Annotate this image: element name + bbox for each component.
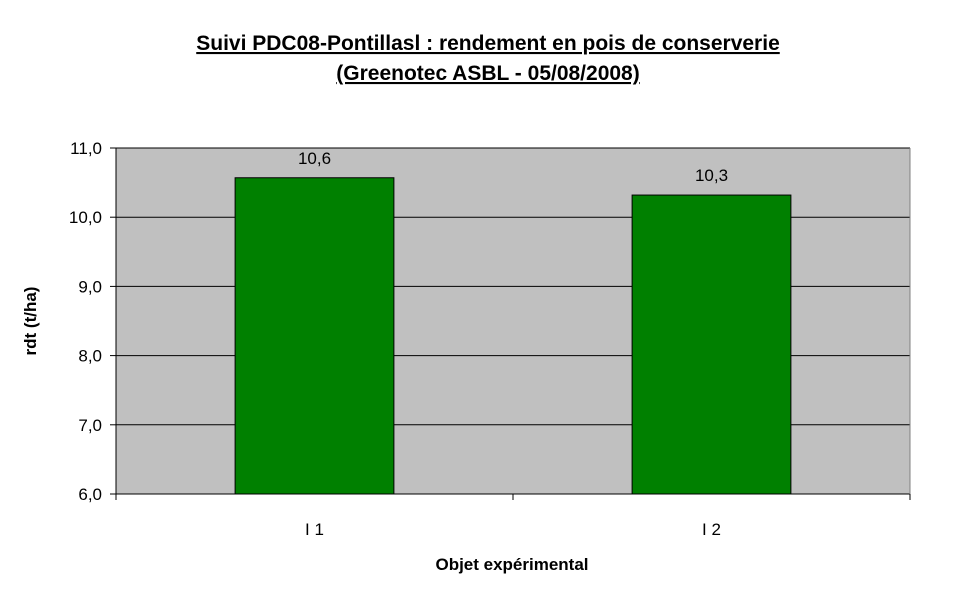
bar (631, 194, 792, 495)
y-axis-title: rdt (t/ha) (21, 287, 40, 356)
x-tick-label: I 1 (305, 520, 324, 539)
y-tick-label: 11,0 (70, 139, 102, 158)
data-label: 10,6 (298, 149, 331, 168)
axes (110, 147, 911, 500)
chart-title: Suivi PDC08-Pontillasl : rendement en po… (196, 32, 780, 55)
y-tick-label: 10,0 (69, 208, 102, 227)
data-label: 10,3 (695, 166, 728, 185)
y-tick-label: 7,0 (78, 416, 102, 435)
x-axis-title: Objet expérimental (435, 555, 588, 574)
labels: 6,0 7,0 8,0 9,0 10,0 11,0 10,6 I 1 10,3 I 2 (69, 139, 728, 539)
chart-subtitle: (Greenotec ASBL - 05/08/2008) (336, 62, 639, 85)
bars (234, 177, 792, 495)
y-tick-label: 8,0 (78, 347, 102, 366)
x-tick-label: I 2 (702, 520, 721, 539)
y-tick-label: 9,0 (78, 277, 102, 296)
y-tick-label: 6,0 (78, 485, 102, 504)
bar (234, 177, 395, 495)
